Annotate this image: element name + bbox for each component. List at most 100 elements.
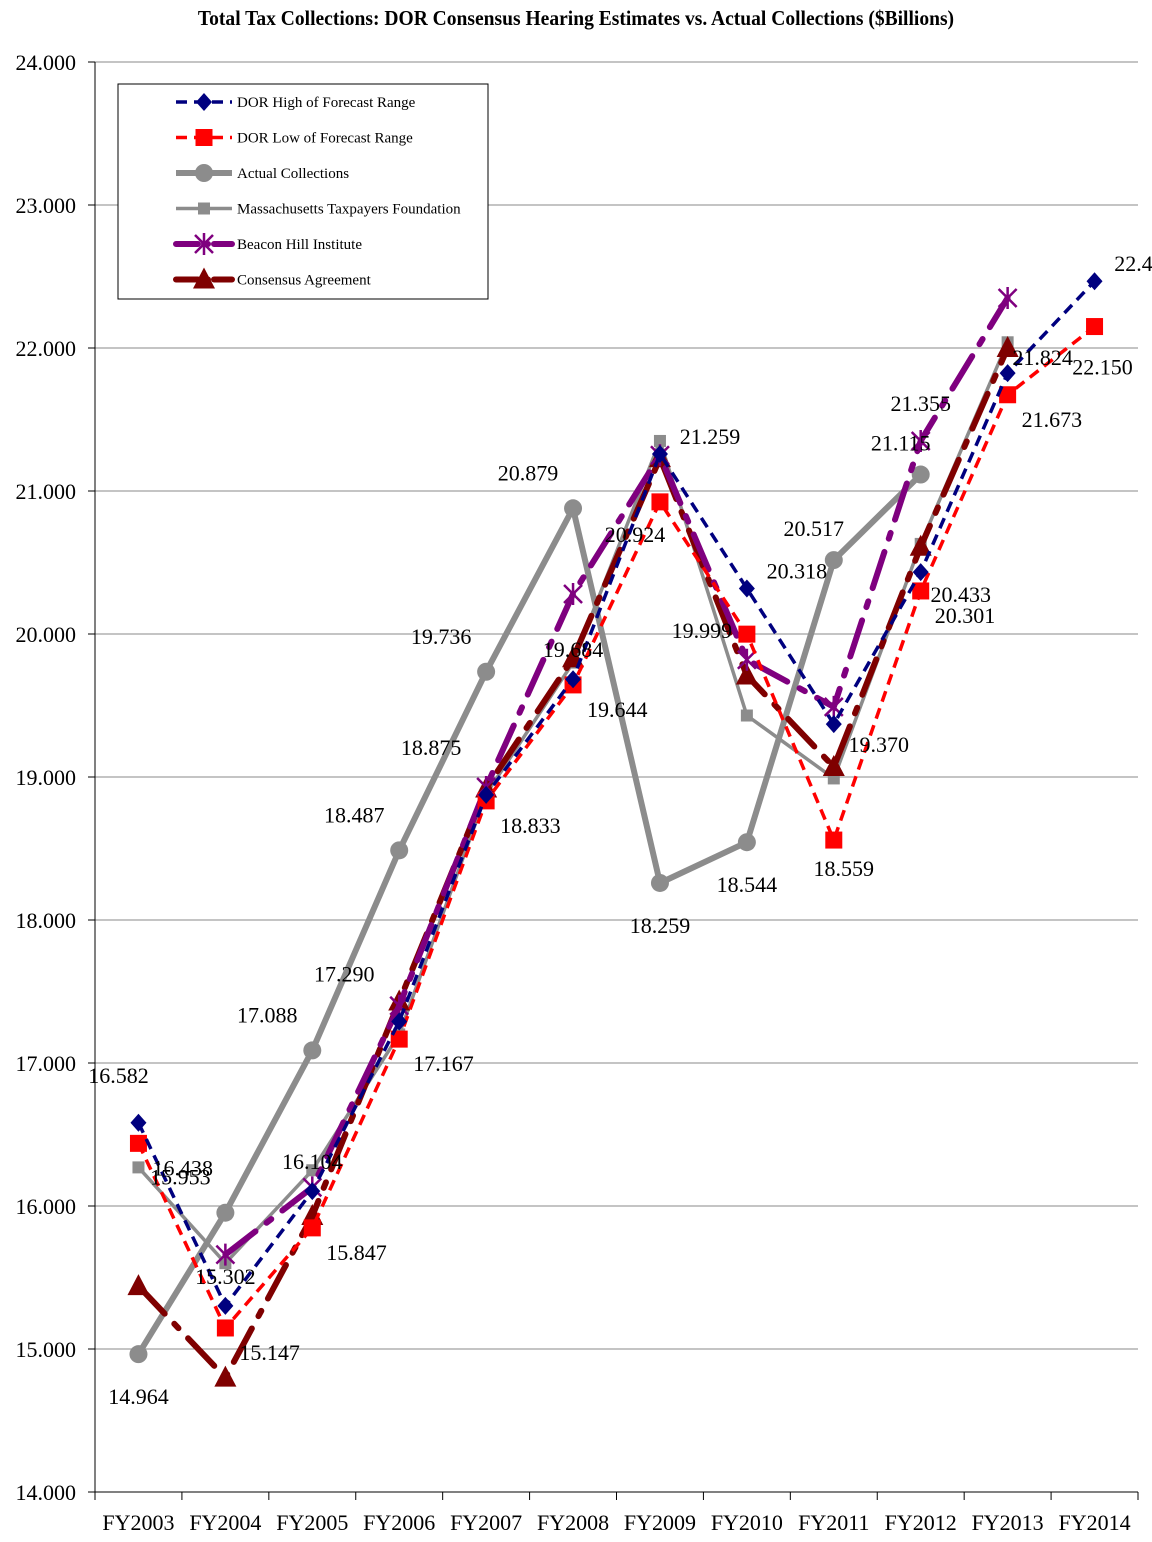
data-label: 21.824 bbox=[1012, 345, 1073, 370]
x-tick-label: FY2010 bbox=[711, 1510, 783, 1535]
data-label: 16.438 bbox=[152, 1155, 213, 1180]
legend-marker bbox=[198, 202, 210, 215]
data-point-dor-high-of-forecast-range bbox=[651, 444, 668, 463]
series-line-dor-high-of-forecast-range bbox=[136, 279, 1096, 1310]
x-tick-label: FY2011 bbox=[798, 1510, 869, 1535]
legend-marker bbox=[195, 164, 213, 182]
data-label: 18.559 bbox=[814, 856, 875, 881]
y-tick-label: 19.000 bbox=[16, 765, 77, 790]
x-tick-label: FY2005 bbox=[276, 1510, 348, 1535]
y-tick-label: 23.000 bbox=[16, 193, 77, 218]
data-label: 19.644 bbox=[587, 697, 648, 722]
data-point-consensus-agreement bbox=[909, 534, 932, 556]
data-label: 18.544 bbox=[717, 872, 778, 897]
x-tick-label: FY2004 bbox=[189, 1510, 261, 1535]
data-label: 18.487 bbox=[324, 802, 385, 827]
y-tick-label: 24.000 bbox=[16, 50, 77, 75]
data-point-massachusetts-taxpayers-foundation bbox=[653, 434, 666, 447]
data-point-actual-collections bbox=[650, 873, 669, 892]
data-point-massachusetts-taxpayers-foundation bbox=[132, 1161, 145, 1174]
data-point-dor-high-of-forecast-range bbox=[999, 364, 1016, 383]
legend-label: Consensus Agreement bbox=[237, 273, 372, 289]
data-point-dor-low-of-forecast-range bbox=[738, 625, 756, 643]
y-tick-label: 21.000 bbox=[16, 479, 77, 504]
data-point-massachusetts-taxpayers-foundation bbox=[306, 1164, 319, 1177]
data-point-beacon-hill-institute bbox=[997, 286, 1018, 309]
data-point-beacon-hill-institute bbox=[910, 429, 931, 452]
x-tick-label: FY2014 bbox=[1058, 1510, 1130, 1535]
data-label: 21.355 bbox=[890, 391, 951, 416]
data-point-dor-high-of-forecast-range bbox=[912, 563, 929, 582]
data-label: 20.924 bbox=[605, 522, 666, 547]
data-point-dor-low-of-forecast-range bbox=[999, 386, 1017, 404]
legend-label: DOR High of Forecast Range bbox=[237, 95, 416, 111]
y-tick-label: 16.000 bbox=[16, 1194, 77, 1219]
data-label: 20.433 bbox=[930, 582, 991, 607]
data-label: 20.517 bbox=[784, 516, 845, 541]
data-label: 15.847 bbox=[326, 1240, 387, 1265]
data-label: 21.115 bbox=[871, 431, 931, 456]
data-point-actual-collections bbox=[303, 1041, 322, 1060]
data-label: 20.318 bbox=[767, 559, 828, 584]
data-point-dor-high-of-forecast-range bbox=[478, 785, 495, 804]
series-line-dor-low-of-forecast-range bbox=[136, 325, 1096, 1332]
data-label: 17.290 bbox=[314, 962, 375, 987]
legend-marker bbox=[193, 267, 215, 289]
data-label: 19.684 bbox=[543, 637, 604, 662]
data-label: 20.879 bbox=[498, 460, 559, 485]
data-point-actual-collections bbox=[824, 551, 843, 570]
data-point-dor-high-of-forecast-range bbox=[217, 1296, 234, 1315]
data-point-consensus-agreement bbox=[822, 754, 845, 776]
data-label: 21.259 bbox=[680, 424, 741, 449]
data-point-actual-collections bbox=[737, 833, 756, 852]
data-point-dor-low-of-forecast-range bbox=[1086, 318, 1104, 336]
data-point-actual-collections bbox=[477, 662, 496, 681]
x-tick-label: FY2003 bbox=[102, 1510, 174, 1535]
data-point-dor-low-of-forecast-range bbox=[390, 1030, 408, 1048]
data-point-dor-high-of-forecast-range bbox=[130, 1113, 147, 1132]
y-tick-label: 15.000 bbox=[16, 1337, 77, 1362]
data-label: 18.875 bbox=[401, 735, 462, 760]
legend-label: Massachusetts Taxpayers Foundation bbox=[237, 202, 461, 218]
data-point-dor-low-of-forecast-range bbox=[825, 831, 843, 849]
data-point-actual-collections bbox=[216, 1203, 235, 1222]
data-point-dor-high-of-forecast-range bbox=[738, 579, 755, 598]
legend-label: Beacon Hill Institute bbox=[237, 237, 362, 253]
data-point-beacon-hill-institute bbox=[563, 582, 583, 605]
data-label: 22.150 bbox=[1072, 355, 1133, 380]
data-label: 21.673 bbox=[1022, 407, 1083, 432]
legend-label: Actual Collections bbox=[237, 166, 349, 182]
data-point-consensus-agreement bbox=[127, 1274, 150, 1296]
data-label: 18.833 bbox=[500, 813, 561, 838]
data-point-massachusetts-taxpayers-foundation bbox=[740, 709, 753, 722]
x-tick-label: FY2013 bbox=[972, 1510, 1044, 1535]
y-tick-label: 17.000 bbox=[16, 1051, 77, 1076]
x-tick-label: FY2006 bbox=[363, 1510, 435, 1535]
data-label: 15.147 bbox=[239, 1340, 300, 1365]
data-point-dor-high-of-forecast-range bbox=[825, 715, 842, 734]
data-label: 19.736 bbox=[411, 624, 472, 649]
data-point-dor-low-of-forecast-range bbox=[216, 1319, 234, 1337]
data-label: 17.088 bbox=[237, 1002, 298, 1027]
legend-marker bbox=[195, 129, 213, 146]
data-point-actual-collections bbox=[129, 1345, 148, 1364]
data-point-dor-high-of-forecast-range bbox=[1086, 272, 1103, 291]
data-point-dor-low-of-forecast-range bbox=[129, 1134, 147, 1152]
y-tick-label: 14.000 bbox=[16, 1480, 77, 1505]
data-label: 19.370 bbox=[849, 732, 910, 757]
data-point-consensus-agreement bbox=[996, 336, 1019, 357]
data-point-dor-low-of-forecast-range bbox=[651, 493, 669, 511]
data-label: 20.301 bbox=[935, 603, 996, 628]
series-line-consensus-agreement bbox=[135, 345, 1011, 1383]
data-label: 17.167 bbox=[413, 1051, 474, 1076]
data-label: 22.467 bbox=[1114, 251, 1152, 276]
legend-label: DOR Low of Forecast Range bbox=[237, 131, 413, 147]
data-point-dor-high-of-forecast-range bbox=[304, 1182, 321, 1201]
y-tick-label: 20.000 bbox=[16, 622, 77, 647]
series-line-actual-collections bbox=[135, 472, 923, 1356]
legend-box bbox=[117, 83, 489, 300]
data-point-beacon-hill-institute bbox=[736, 648, 757, 671]
x-tick-label: FY2012 bbox=[885, 1510, 957, 1535]
data-label: 18.259 bbox=[630, 913, 691, 938]
